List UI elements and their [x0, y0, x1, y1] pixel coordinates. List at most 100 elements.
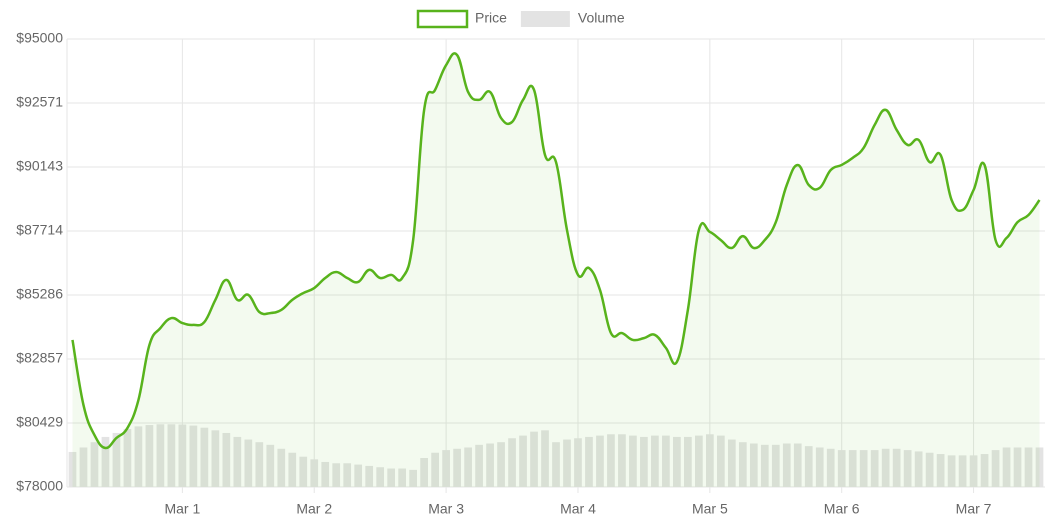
volume-bar — [222, 432, 231, 487]
volume-bar — [903, 450, 912, 487]
volume-bar — [497, 442, 505, 487]
volume-bar — [486, 443, 494, 487]
volume-bar — [519, 435, 527, 487]
volume-bar — [936, 454, 945, 487]
volume-bar — [969, 455, 978, 487]
volume-bar — [848, 450, 857, 487]
volume-bar — [376, 467, 385, 487]
volume-bar — [947, 455, 956, 487]
volume-bar — [453, 448, 461, 487]
volume-bar — [1002, 447, 1011, 487]
volume-bar — [321, 461, 330, 487]
volume-bar — [79, 447, 88, 487]
y-tick-label: $92571 — [16, 94, 63, 110]
volume-bar — [618, 434, 626, 487]
volume-bar — [354, 464, 363, 487]
volume-bar — [640, 436, 648, 487]
y-tick-label: $87714 — [16, 222, 63, 238]
volume-bar — [255, 442, 264, 487]
volume-bar — [156, 424, 165, 487]
volume-bar — [673, 436, 681, 487]
volume-bar — [431, 452, 439, 487]
volume-bar — [881, 448, 890, 487]
volume-bar — [112, 432, 121, 487]
volume-bar — [464, 447, 472, 487]
volume-bar — [200, 427, 209, 487]
volume-bar — [738, 442, 747, 487]
price-line — [71, 52, 1041, 450]
volume-bar — [299, 456, 308, 487]
legend-swatch — [520, 11, 570, 27]
volume-bar — [727, 439, 736, 487]
volume-bar — [563, 439, 571, 487]
volume-bar — [991, 450, 1000, 487]
volume-bar — [705, 434, 714, 487]
legend-label: Price — [475, 10, 507, 26]
volume-bar — [826, 448, 835, 487]
x-tick-label: Mar 1 — [164, 501, 200, 517]
volume-bar — [508, 438, 516, 487]
y-tick-label: $95000 — [16, 30, 63, 46]
volume-bar — [749, 443, 758, 487]
volume-bar — [145, 425, 154, 487]
volume-bar — [892, 448, 901, 487]
volume-bar — [859, 450, 868, 487]
legend-label: Volume — [578, 10, 625, 26]
volume-bar — [870, 450, 879, 487]
x-tick-label: Mar 6 — [824, 501, 860, 517]
y-tick-label: $90143 — [16, 158, 63, 174]
volume-bar — [684, 436, 692, 487]
volume-bar — [332, 463, 341, 487]
volume-bar — [420, 458, 428, 487]
x-tick-label: Mar 7 — [956, 501, 992, 517]
legend: Price Volume — [416, 9, 625, 29]
y-tick-label: $85286 — [16, 286, 63, 302]
volume-bar — [1024, 447, 1033, 487]
price-area — [72, 53, 1040, 487]
volume-bar — [695, 435, 703, 487]
volume-bar — [815, 447, 824, 487]
legend-swatch — [416, 9, 469, 29]
volume-bar — [607, 434, 615, 487]
x-tick-label: Mar 3 — [428, 501, 464, 517]
volume-bar — [288, 452, 297, 487]
volume-bar — [233, 436, 242, 487]
volume-bar — [760, 444, 769, 487]
volume-bar — [925, 452, 934, 487]
volume-bar — [541, 430, 549, 487]
volume-bar — [123, 429, 132, 487]
volume-bar — [101, 436, 110, 487]
volume-bar — [716, 435, 725, 487]
volume-bar — [343, 463, 352, 487]
volume-bar — [189, 425, 198, 487]
x-tick-label: Mar 2 — [296, 501, 332, 517]
x-tick-label: Mar 5 — [692, 501, 728, 517]
volume-bar — [530, 431, 538, 487]
volume-bar — [178, 424, 187, 487]
volume-bar — [958, 455, 967, 487]
volume-bar — [387, 468, 396, 487]
volume-bar — [629, 435, 637, 487]
volume-bar — [596, 435, 604, 487]
volume-bar — [585, 436, 593, 487]
volume-bar — [134, 426, 143, 487]
volume-bar — [398, 468, 407, 487]
x-tick-label: Mar 4 — [560, 501, 596, 517]
volume-bar — [1013, 447, 1022, 487]
volume-bar — [68, 451, 77, 487]
volume-bar — [409, 469, 417, 487]
volume-bar — [574, 438, 582, 487]
volume-bar — [1035, 447, 1044, 487]
volume-bar — [782, 443, 791, 487]
volume-bar — [90, 442, 99, 487]
volume-bar — [662, 435, 670, 487]
volume-bar — [277, 448, 286, 487]
volume-bar — [804, 446, 813, 487]
y-tick-label: $78000 — [16, 478, 63, 494]
volume-bar — [793, 443, 802, 487]
volume-bar — [552, 442, 560, 487]
volume-bar — [266, 444, 275, 487]
y-tick-label: $82857 — [16, 350, 63, 366]
